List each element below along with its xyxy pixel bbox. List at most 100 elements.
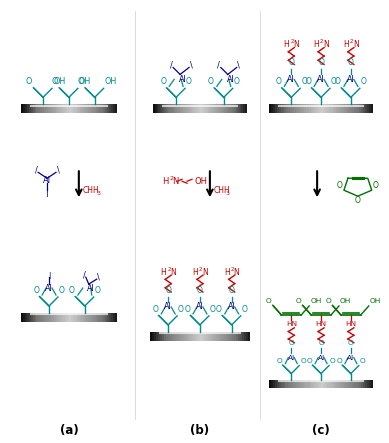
Text: O: O — [300, 358, 306, 364]
Bar — [29, 313, 31, 322]
Text: Al: Al — [196, 303, 204, 311]
Bar — [21, 313, 23, 322]
Bar — [61, 104, 63, 113]
Bar — [342, 380, 344, 389]
Bar — [311, 380, 313, 389]
Bar — [230, 332, 232, 341]
Bar — [319, 104, 321, 113]
Bar — [271, 104, 273, 113]
Bar — [290, 380, 292, 389]
Bar — [153, 104, 155, 113]
Bar — [180, 332, 182, 341]
Bar — [188, 332, 190, 341]
Bar — [75, 104, 77, 113]
Bar — [288, 104, 290, 113]
Bar — [92, 104, 94, 113]
Bar — [340, 380, 342, 389]
Bar — [168, 104, 170, 113]
Text: N: N — [293, 40, 299, 49]
Bar — [166, 332, 168, 341]
Bar — [174, 332, 176, 341]
Bar — [92, 313, 94, 322]
Bar — [162, 332, 164, 341]
Bar — [350, 380, 352, 389]
Bar — [79, 313, 81, 322]
Text: O: O — [210, 305, 216, 314]
Bar — [103, 313, 105, 322]
Bar — [286, 104, 288, 113]
Text: Al: Al — [228, 303, 236, 311]
Text: /: / — [170, 61, 173, 70]
Bar — [61, 313, 63, 322]
Bar — [50, 104, 52, 113]
Bar — [101, 104, 103, 113]
Text: O: O — [266, 298, 272, 304]
Bar — [111, 313, 113, 322]
Bar — [211, 104, 213, 113]
Bar — [348, 104, 350, 113]
Bar — [275, 104, 277, 113]
Bar — [88, 104, 90, 113]
Bar — [354, 104, 357, 113]
Bar — [302, 104, 305, 113]
Text: O: O — [77, 78, 84, 86]
Bar — [282, 104, 284, 113]
Bar — [226, 104, 228, 113]
Bar — [58, 313, 60, 322]
Text: O: O — [330, 358, 336, 364]
Bar — [217, 104, 219, 113]
Bar — [202, 332, 204, 341]
Bar — [334, 380, 336, 389]
Bar — [35, 104, 37, 113]
Bar — [100, 313, 101, 322]
Bar — [88, 313, 90, 322]
Text: O: O — [296, 298, 301, 304]
Bar — [336, 104, 338, 113]
Bar — [81, 313, 82, 322]
Bar — [282, 380, 284, 389]
Bar — [300, 104, 302, 113]
Bar — [172, 332, 174, 341]
Bar — [105, 104, 107, 113]
Bar — [52, 104, 54, 113]
Bar — [340, 104, 342, 113]
Bar — [248, 332, 250, 341]
Bar — [206, 332, 208, 341]
Text: O: O — [355, 196, 361, 205]
Text: 2: 2 — [231, 267, 234, 272]
Bar — [168, 332, 170, 341]
Bar — [186, 332, 188, 341]
Bar — [84, 104, 86, 113]
Bar — [317, 380, 319, 389]
Bar — [277, 380, 279, 389]
Bar — [79, 104, 81, 113]
Text: O: O — [216, 305, 222, 314]
Bar — [242, 332, 244, 341]
Bar — [204, 332, 206, 341]
Bar — [238, 332, 240, 341]
Bar — [178, 332, 180, 341]
Bar — [336, 380, 338, 389]
Bar — [219, 104, 221, 113]
Bar — [298, 104, 300, 113]
Text: O: O — [373, 181, 378, 190]
Bar — [296, 104, 298, 113]
Bar — [73, 104, 75, 113]
Bar — [170, 104, 172, 113]
Bar — [196, 332, 198, 341]
Text: H: H — [314, 40, 319, 49]
Bar — [190, 332, 192, 341]
Text: N: N — [172, 177, 179, 186]
Bar — [213, 104, 215, 113]
Bar — [244, 104, 245, 113]
Bar — [234, 332, 236, 341]
Bar — [357, 380, 359, 389]
Text: N: N — [323, 40, 329, 49]
Text: O: O — [52, 78, 58, 86]
Bar — [271, 380, 273, 389]
Text: O: O — [59, 286, 65, 295]
Bar — [296, 380, 298, 389]
Bar — [157, 104, 158, 113]
Bar — [69, 104, 71, 113]
Bar — [150, 332, 152, 341]
